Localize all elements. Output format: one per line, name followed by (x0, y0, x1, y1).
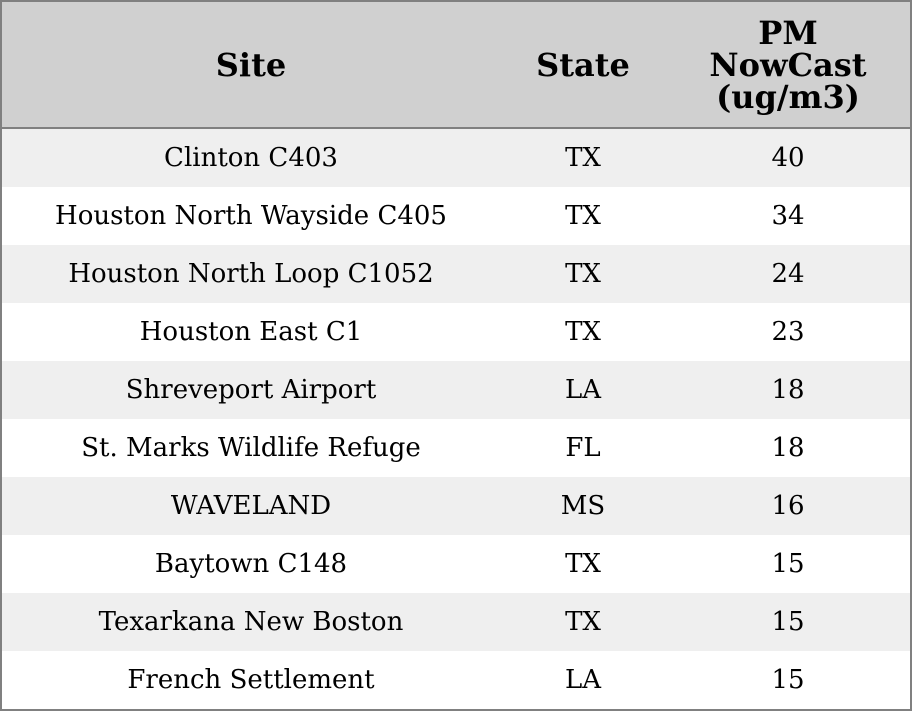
table-cell: Shreveport Airport (2, 361, 500, 419)
table-cell: St. Marks Wildlife Refuge (2, 419, 500, 477)
table-cell: TX (500, 128, 666, 187)
table-row: French Settlement LA 15 (2, 651, 910, 709)
table-cell: Baytown C148 (2, 535, 500, 593)
header-cell: PM NowCast (ug/m3) (666, 2, 910, 129)
table-cell: 34 (666, 187, 910, 245)
table-row: Houston East C1 TX 23 (2, 303, 910, 361)
table-cell: 16 (666, 477, 910, 535)
table-cell: TX (500, 245, 666, 303)
header-cell: State (500, 2, 666, 129)
table-cell: Texarkana New Boston (2, 593, 500, 651)
table-cell: 40 (666, 128, 910, 187)
table-cell: 18 (666, 419, 910, 477)
table-cell: LA (500, 651, 666, 709)
table-row: Clinton C403 TX 40 (2, 128, 910, 187)
table-row: Baytown C148 TX 15 (2, 535, 910, 593)
table-row: St. Marks Wildlife Refuge FL 18 (2, 419, 910, 477)
table-row: Houston North Loop C1052 TX 24 (2, 245, 910, 303)
table-cell: LA (500, 361, 666, 419)
table-cell: French Settlement (2, 651, 500, 709)
table-row: Texarkana New Boston TX 15 (2, 593, 910, 651)
table-cell: TX (500, 535, 666, 593)
table-cell: TX (500, 593, 666, 651)
table-body: Clinton C403 TX 40 Houston North Wayside C4… (2, 128, 910, 709)
table-cell: 18 (666, 361, 910, 419)
table-cell: 23 (666, 303, 910, 361)
header-row: Site State PM NowCast (ug/m3) (2, 2, 910, 129)
table-cell: 15 (666, 593, 910, 651)
table-cell: Clinton C403 (2, 128, 500, 187)
table-cell: FL (500, 419, 666, 477)
table-cell: WAVELAND (2, 477, 500, 535)
table-row: Houston North Wayside C405 TX 34 (2, 187, 910, 245)
table-cell: 24 (666, 245, 910, 303)
table-cell: 15 (666, 651, 910, 709)
table-cell: Houston East C1 (2, 303, 500, 361)
table-cell: TX (500, 187, 666, 245)
table-cell: Houston North Loop C1052 (2, 245, 500, 303)
table-cell: Houston North Wayside C405 (2, 187, 500, 245)
table-cell: TX (500, 303, 666, 361)
table-cell: 15 (666, 535, 910, 593)
table-row: WAVELAND MS 16 (2, 477, 910, 535)
header-cell: Site (2, 2, 500, 129)
table-row: Shreveport Airport LA 18 (2, 361, 910, 419)
table-cell: MS (500, 477, 666, 535)
